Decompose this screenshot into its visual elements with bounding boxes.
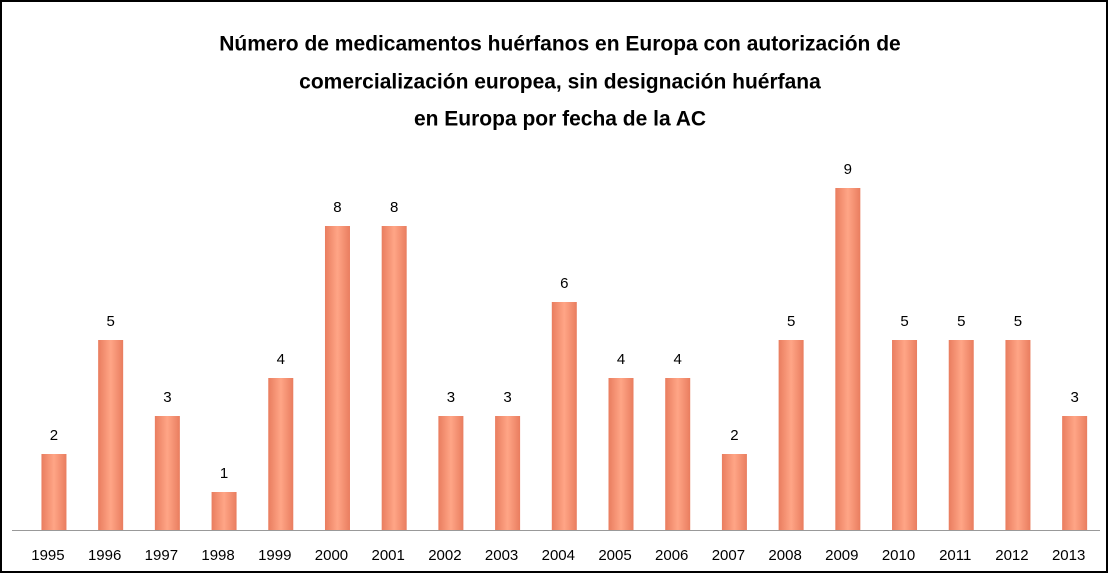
data-label: 2	[730, 427, 738, 444]
bar	[381, 226, 407, 530]
x-tick-label: 2005	[598, 547, 631, 564]
data-label: 4	[674, 351, 682, 368]
bar	[268, 378, 294, 530]
bar	[1062, 416, 1088, 530]
x-tick-label: 2003	[485, 547, 518, 564]
data-label: 5	[787, 313, 795, 330]
bar	[438, 416, 464, 530]
x-tick-label: 1997	[145, 547, 178, 564]
bar	[495, 416, 521, 530]
x-tick-label: 2002	[428, 547, 461, 564]
x-tick-label: 2000	[315, 547, 348, 564]
data-label: 3	[503, 389, 511, 406]
bar	[211, 492, 237, 530]
bar	[324, 226, 350, 530]
data-label: 5	[900, 313, 908, 330]
data-label: 3	[163, 389, 171, 406]
bar	[154, 416, 180, 530]
x-tick-label: 1999	[258, 547, 291, 564]
chart-title: en Europa por fecha de la AC	[414, 108, 706, 131]
bar	[41, 454, 67, 530]
data-label: 3	[447, 389, 455, 406]
x-tick-label: 1998	[201, 547, 234, 564]
bar	[98, 340, 124, 530]
x-tick-label: 2001	[371, 547, 404, 564]
bar	[551, 302, 577, 530]
bar	[835, 188, 861, 530]
x-tick-label: 1996	[88, 547, 121, 564]
x-tick-label: 2011	[939, 547, 971, 564]
x-tick-label: 2004	[542, 547, 575, 564]
data-label: 2	[50, 427, 58, 444]
bar	[778, 340, 804, 530]
data-label: 5	[957, 313, 965, 330]
x-tick-label: 2012	[995, 547, 1028, 564]
bar	[608, 378, 634, 530]
bar	[892, 340, 918, 530]
x-tick-label: 2013	[1052, 547, 1085, 564]
data-label: 5	[106, 313, 114, 330]
data-label: 6	[560, 275, 568, 292]
data-label: 8	[333, 199, 341, 216]
x-tick-label: 2008	[768, 547, 801, 564]
x-tick-label: 2007	[712, 547, 745, 564]
data-label: 4	[277, 351, 285, 368]
bar	[665, 378, 691, 530]
bar	[1005, 340, 1031, 530]
x-tick-label: 2006	[655, 547, 688, 564]
chart-title: Número de medicamentos huérfanos en Euro…	[219, 33, 900, 56]
x-tick-label: 2009	[825, 547, 858, 564]
x-tick-label: 2010	[882, 547, 915, 564]
data-label: 8	[390, 199, 398, 216]
bar	[948, 340, 974, 530]
data-label: 3	[1070, 389, 1078, 406]
x-tick-label: 1995	[31, 547, 64, 564]
chart-title: comercialización europea, sin designació…	[299, 71, 821, 94]
data-label: 9	[844, 161, 852, 178]
data-label: 4	[617, 351, 625, 368]
bar	[721, 454, 747, 530]
data-label: 5	[1014, 313, 1022, 330]
data-label: 1	[220, 465, 228, 482]
